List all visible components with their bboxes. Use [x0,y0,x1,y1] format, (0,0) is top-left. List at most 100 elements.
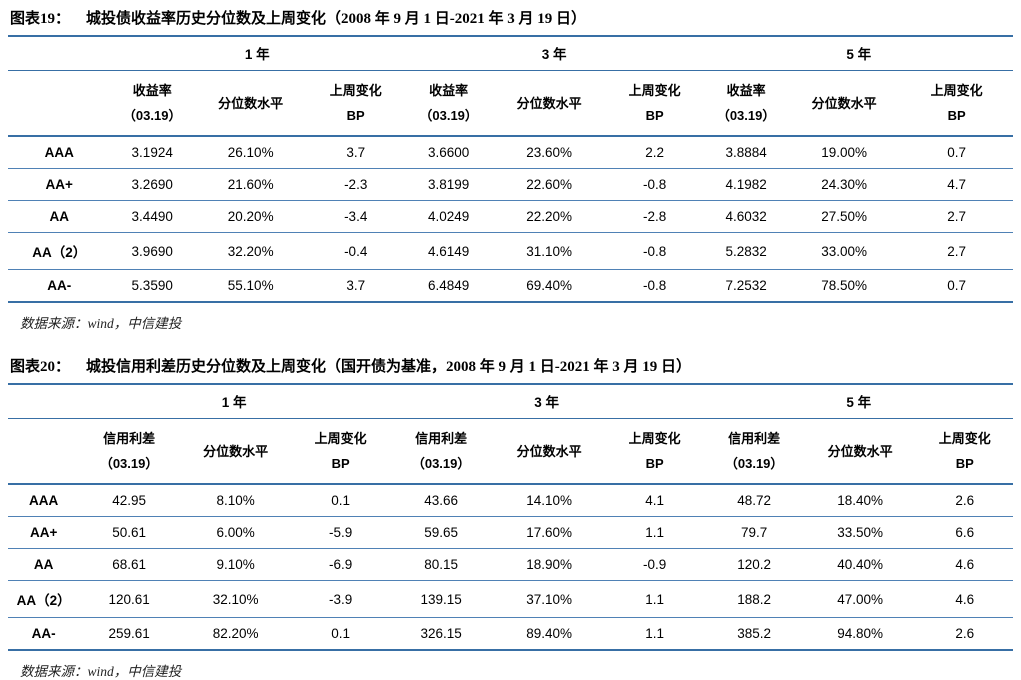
table-cell: -0.8 [604,232,705,270]
table-cell: 69.40% [526,278,573,293]
table-cell: 17.60% [493,516,605,549]
table-row: AA 3.4490 20.20% -3.4 4.0249 22.20% -2.8 4.6032… [8,200,1013,233]
table-cell: 26.10% [193,136,308,169]
table-cell: 18.40% [803,484,917,517]
table-cell: 20.20% [193,200,308,233]
table-cell: 1.1 [645,626,665,641]
tenor-5y-header: 5 年 [704,384,1013,419]
table-row: AA（2） 120.61 32.10% -3.9 139.15 37.10% 1.1 188.… [8,580,1013,618]
rating-label: AA+ [8,168,111,201]
rating-label: AA- [31,626,56,641]
table-cell: 21.60% [193,168,308,201]
table-cell: 48.72 [704,484,804,517]
table-cell: 2.6 [916,484,1013,517]
table-cell: -3.4 [307,200,404,233]
yield-percentile-table: 1 年 3 年 5 年 收益率 （03.19） 分位数水平 上周变化 BP [8,35,1013,303]
percentile-header: 分位数水平 [493,70,605,137]
table-cell: 326.15 [420,626,462,641]
table-cell: 33.50% [803,516,917,549]
figure-19-title-text: 城投债收益率历史分位数及上周变化（2008 年 9 月 1 日-2021 年 3… [86,11,587,27]
tenor-group-row: 1 年 3 年 5 年 [8,384,1013,419]
table-cell: 9.10% [178,548,293,581]
yield-header: 收益率 （03.19） [403,70,494,137]
table-cell: 188.2 [704,580,804,618]
data-source: 数据来源：wind，中信建投 [20,316,182,331]
table-cell: 3.8884 [704,136,788,169]
table-cell: 3.8199 [403,168,494,201]
table-cell: 59.65 [388,516,494,549]
table-cell: 55.10% [227,278,274,293]
empty-corner-cell [8,36,111,71]
table-cell: 120.61 [79,580,179,618]
table-cell: -0.8 [643,278,667,293]
empty-corner-cell [8,384,80,419]
figure-20-label: 图表20： [10,359,71,375]
table-cell: 82.20% [212,626,259,641]
table-cell: -3.9 [292,580,389,618]
weekly-change-header: 上周变化 BP [900,70,1013,137]
table-cell: 139.15 [388,580,494,618]
table-cell: 3.2690 [110,168,194,201]
figure-20-title: 图表20： 城投信用利差历史分位数及上周变化（国开债为基准，2008 年 9 月 … [10,358,1013,376]
table-cell: -5.9 [292,516,389,549]
table-row: AA 68.61 9.10% -6.9 80.15 18.90% -0.9 120.2 40.4… [8,548,1013,581]
table-cell: 80.15 [388,548,494,581]
table-row: AA- 5.3590 55.10% 3.7 6.4849 69.40% -0.8 7.2532… [8,270,1013,303]
table-row: AA- 259.61 82.20% 0.1 326.15 89.40% 1.1 385.2 94… [8,618,1013,651]
table-cell: 19.00% [787,136,901,169]
column-header-row: 信用利差 （03.19） 分位数水平 上周变化 BP 信用利差 （03.19） … [8,418,1013,485]
table-cell: 37.10% [493,580,605,618]
weekly-change-header: 上周变化 BP [916,418,1013,485]
table-cell: 94.80% [837,626,884,641]
table-cell: 259.61 [108,626,150,641]
table-cell: 385.2 [737,626,772,641]
table-cell: 4.6 [916,580,1013,618]
table-row: AAA 42.95 8.10% 0.1 43.66 14.10% 4.1 48.72 18.40… [8,484,1013,517]
table-cell: 4.6032 [704,200,788,233]
spread-header: 信用利差 （03.19） [704,418,804,485]
table-cell: 23.60% [493,136,605,169]
table-cell: 5.2832 [704,232,788,270]
table-cell: 40.40% [803,548,917,581]
table-cell: 6.6 [916,516,1013,549]
weekly-change-header: 上周变化 BP [604,70,705,137]
tenor-3y-header: 3 年 [388,384,705,419]
spread-header: 信用利差 （03.19） [79,418,179,485]
tenor-1y-header: 1 年 [79,384,389,419]
table-cell: 6.00% [178,516,293,549]
tenor-1y-header: 1 年 [110,36,404,71]
table-cell: 7.2532 [725,278,767,293]
weekly-change-header: 上周变化 BP [307,70,404,137]
empty-corner-cell [8,70,111,137]
table-cell: 2.6 [955,626,975,641]
table-cell: -0.4 [307,232,404,270]
percentile-header: 分位数水平 [493,418,605,485]
figure-20-title-text: 城投信用利差历史分位数及上周变化（国开债为基准，2008 年 9 月 1 日-2… [86,359,692,375]
rating-label: AAA [8,136,111,169]
table-cell: 0.7 [947,278,967,293]
figure-19-label: 图表19： [10,11,71,27]
table-cell: 4.7 [900,168,1013,201]
table-cell: 4.0249 [403,200,494,233]
table-cell: 31.10% [493,232,605,270]
table-cell: 2.7 [900,200,1013,233]
table-cell: 3.4490 [110,200,194,233]
table-cell: 4.1 [604,484,705,517]
table-cell: 0.1 [292,484,389,517]
table-row: AAA 3.1924 26.10% 3.7 3.6600 23.60% 2.2 3.8884 1… [8,136,1013,169]
table-cell: 0.7 [900,136,1013,169]
data-source: 数据来源：wind，中信建投 [20,664,182,679]
table-cell: 3.7 [346,278,366,293]
table-cell: 43.66 [388,484,494,517]
rating-label: AA（2） [8,580,80,618]
rating-label: AA [8,200,111,233]
table-cell: 4.6 [916,548,1013,581]
table-cell: -2.3 [307,168,404,201]
table-cell: 32.20% [193,232,308,270]
tenor-3y-header: 3 年 [403,36,705,71]
table-cell: 89.40% [526,626,573,641]
table-cell: 22.20% [493,200,605,233]
percentile-header: 分位数水平 [787,70,901,137]
table-cell: -0.9 [604,548,705,581]
